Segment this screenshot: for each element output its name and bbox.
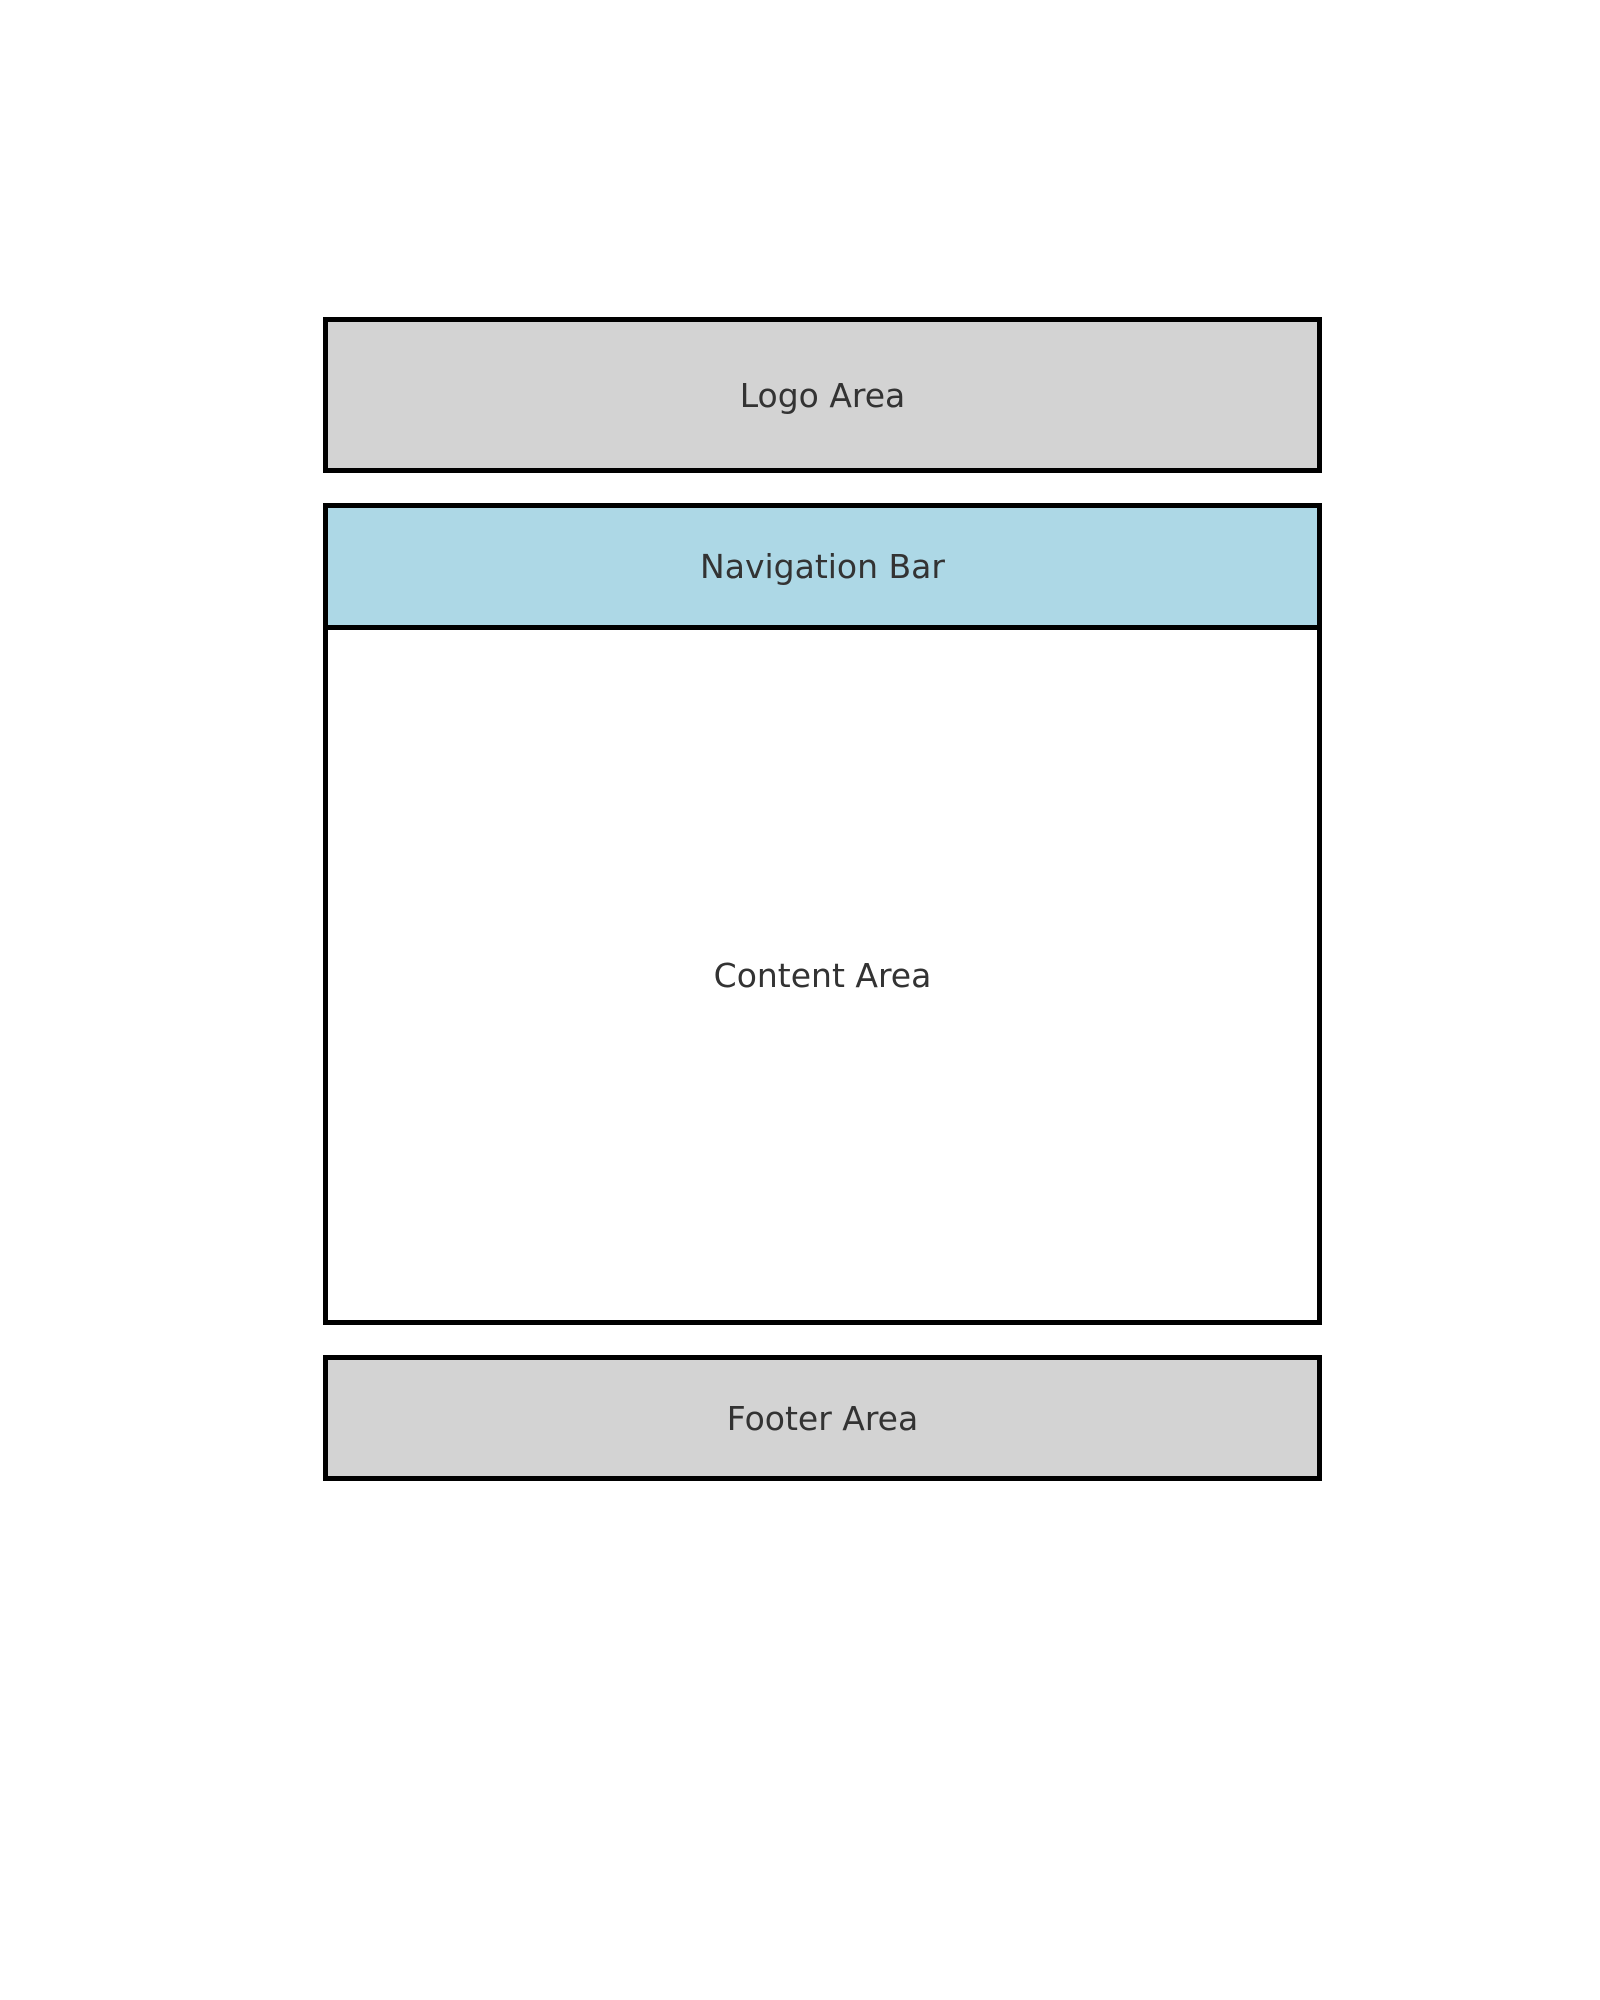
navigation-bar-block: Navigation Bar xyxy=(323,503,1322,630)
logo-area-label: Logo Area xyxy=(739,375,906,415)
logo-area-block: Logo Area xyxy=(323,317,1322,473)
content-area-label: Content Area xyxy=(713,955,932,995)
content-area-block: Content Area xyxy=(323,625,1322,1325)
navigation-bar-label: Navigation Bar xyxy=(700,547,945,586)
footer-area-block: Footer Area xyxy=(323,1355,1322,1481)
footer-area-label: Footer Area xyxy=(726,1398,919,1438)
